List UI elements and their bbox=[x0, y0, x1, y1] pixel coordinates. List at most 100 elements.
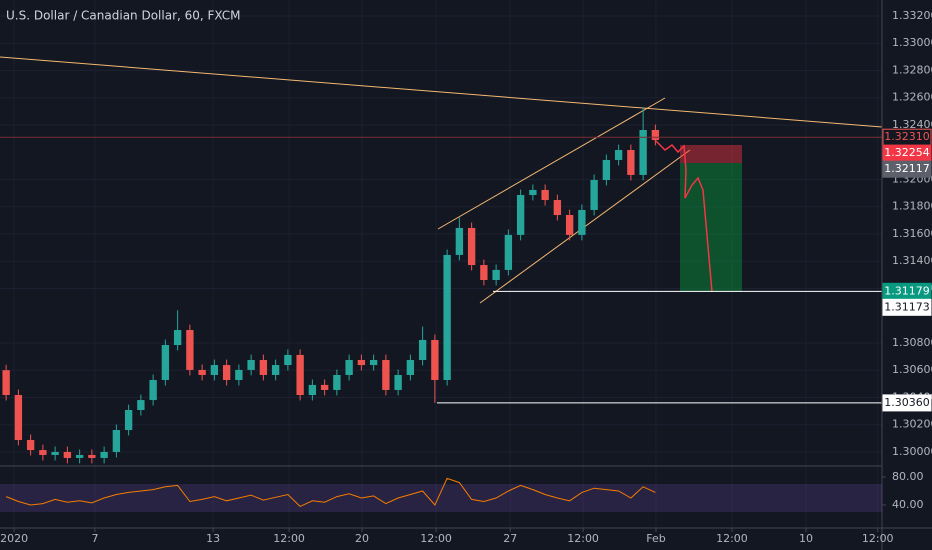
candle-body bbox=[382, 359, 390, 390]
candle-body bbox=[504, 234, 513, 270]
x-tick-label: 12:00 bbox=[273, 532, 305, 545]
candle-body bbox=[75, 454, 84, 458]
x-tick-label: 12:00 bbox=[420, 532, 452, 545]
price-tag bbox=[882, 394, 932, 412]
candle-body bbox=[235, 369, 243, 381]
price-tag-label: 1.31179 bbox=[884, 284, 930, 297]
y-tick-label: 1.33000 bbox=[892, 36, 932, 49]
candle-body bbox=[369, 359, 378, 366]
y-tick-label: 1.32400 bbox=[892, 118, 932, 131]
candle-body bbox=[480, 265, 488, 281]
x-tick-label: 12:00 bbox=[567, 532, 599, 545]
rsi-tick-label: 80.00 bbox=[892, 470, 924, 483]
price-tag-label: 1.32254 bbox=[884, 146, 930, 159]
y-tick-label: 1.31600 bbox=[892, 227, 932, 240]
candle-body bbox=[553, 200, 562, 216]
rsi-tick-label: 40.00 bbox=[892, 498, 924, 511]
candle-body bbox=[467, 227, 476, 266]
y-tick-label: 1.33200 bbox=[892, 9, 932, 22]
candle-body bbox=[137, 400, 145, 410]
x-tick-label: 10 bbox=[799, 532, 813, 545]
candle-body bbox=[651, 129, 660, 140]
candle-body bbox=[333, 374, 341, 390]
channel-upper bbox=[437, 97, 666, 230]
y-tick-label: 1.32600 bbox=[892, 91, 932, 104]
candle-body bbox=[529, 189, 537, 195]
candle-body bbox=[541, 189, 549, 201]
price-tags: 1.32310 1.32254 1.32117 1.31179 1.31173 1.303… bbox=[882, 128, 932, 412]
y-tick-label: 1.30000 bbox=[892, 445, 932, 458]
x-tick-label: 12:00 bbox=[716, 532, 748, 545]
candle-body bbox=[320, 384, 329, 390]
y-tick-label: 1.30200 bbox=[892, 418, 932, 431]
candle-body bbox=[161, 345, 170, 381]
candle-body bbox=[271, 365, 280, 375]
candle-body bbox=[2, 370, 10, 396]
candle-body bbox=[26, 439, 35, 451]
y-tick-label: 1.30600 bbox=[892, 363, 932, 376]
candle-body bbox=[259, 359, 268, 375]
levels bbox=[0, 136, 882, 404]
rsi-band bbox=[0, 483, 882, 512]
candle-body bbox=[394, 374, 402, 390]
candles bbox=[2, 107, 660, 464]
candle-body bbox=[345, 359, 353, 375]
candle-body bbox=[614, 150, 623, 160]
candle-body bbox=[247, 359, 255, 370]
candle-body bbox=[88, 454, 96, 458]
candle-body bbox=[296, 354, 304, 396]
rsi-pane: 80.00 40.00 bbox=[0, 470, 924, 512]
candle-body bbox=[173, 330, 182, 346]
candle-body bbox=[198, 369, 206, 375]
candle-body bbox=[639, 129, 647, 175]
x-tick-label: 2020 bbox=[0, 532, 28, 545]
candle-body bbox=[112, 430, 121, 452]
y-tick-label: 1.30800 bbox=[892, 336, 932, 349]
candle-body bbox=[39, 450, 47, 455]
y-tick-label: 1.31400 bbox=[892, 254, 932, 267]
candle-body bbox=[406, 359, 415, 375]
candle-body bbox=[443, 254, 451, 381]
price-tag bbox=[882, 298, 932, 316]
y-tick-label: 1.32800 bbox=[892, 63, 932, 76]
candle-body bbox=[602, 159, 611, 180]
candle-body bbox=[14, 395, 23, 440]
x-tick-label: 20 bbox=[355, 532, 369, 545]
target-zone bbox=[680, 163, 742, 292]
candle-body bbox=[100, 451, 108, 458]
candle-body bbox=[124, 409, 133, 431]
candle-body bbox=[578, 209, 586, 235]
forecast-path bbox=[654, 139, 713, 293]
price-tag-label: 1.31173 bbox=[884, 300, 930, 313]
candle-body bbox=[149, 380, 157, 401]
y-tick-label: 1.31800 bbox=[892, 200, 932, 213]
candle-body bbox=[308, 384, 317, 396]
grid bbox=[0, 0, 882, 528]
price-tag-label: 1.32310 bbox=[884, 130, 930, 143]
trend-line bbox=[0, 56, 883, 128]
candle-body bbox=[357, 359, 366, 366]
candle-body bbox=[222, 365, 231, 381]
price-tag bbox=[882, 160, 932, 178]
candle-body bbox=[51, 451, 59, 455]
candle-body bbox=[210, 365, 219, 375]
candle-body bbox=[431, 339, 439, 381]
candle-body bbox=[186, 330, 194, 370]
rsi-line bbox=[5, 477, 656, 507]
candle-body bbox=[418, 339, 427, 360]
x-tick-label: 13 bbox=[206, 532, 220, 545]
x-tick-label: 27 bbox=[503, 532, 517, 545]
stop-zone bbox=[680, 145, 742, 163]
candle-body bbox=[455, 227, 464, 255]
candle-body bbox=[63, 451, 72, 458]
x-tick-label: Feb bbox=[646, 532, 665, 545]
chart-title: U.S. Dollar / Canadian Dollar, 60, FXCM bbox=[6, 9, 241, 23]
price-tag-label: 1.32117 bbox=[884, 162, 930, 175]
candle-body bbox=[627, 150, 635, 175]
candle-body bbox=[284, 354, 292, 366]
candle-body bbox=[565, 215, 574, 235]
candle-body bbox=[492, 269, 500, 281]
candle-body bbox=[590, 179, 598, 210]
